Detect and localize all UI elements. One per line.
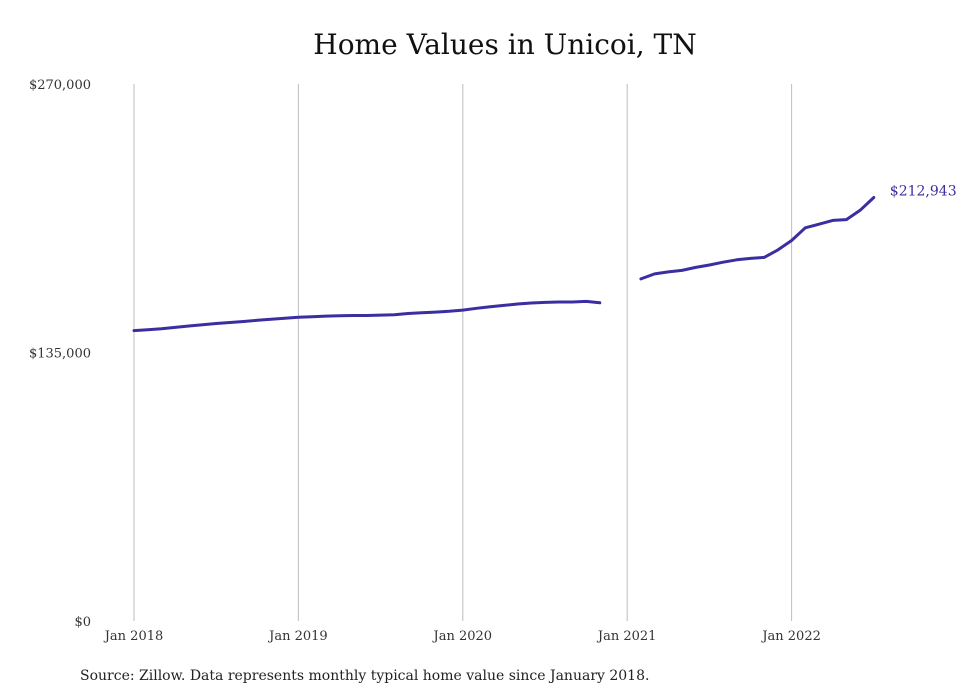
end-value-label: $212,943 (890, 183, 957, 199)
series-line (639, 196, 876, 281)
source-note: Source: Zillow. Data represents monthly … (80, 668, 650, 684)
x-tick-label: Jan 2022 (760, 629, 821, 644)
x-tick-label: Jan 2018 (103, 629, 164, 644)
x-tick-label: Jan 2021 (596, 629, 657, 644)
chart-title: Home Values in Unicoi, TN (313, 28, 697, 61)
series-line (132, 299, 602, 333)
y-tick-label: $0 (74, 615, 91, 630)
x-tick-label: Jan 2019 (267, 629, 328, 644)
gridlines (133, 84, 793, 621)
y-tick-label: $270,000 (29, 78, 91, 93)
x-tick-label: Jan 2020 (432, 629, 493, 644)
y-tick-label: $135,000 (29, 347, 91, 362)
axis-labels: Jan 2018 Jan 2019 Jan 2020 Jan 2021 Jan 2022… (29, 78, 957, 644)
series-lines (132, 196, 876, 333)
